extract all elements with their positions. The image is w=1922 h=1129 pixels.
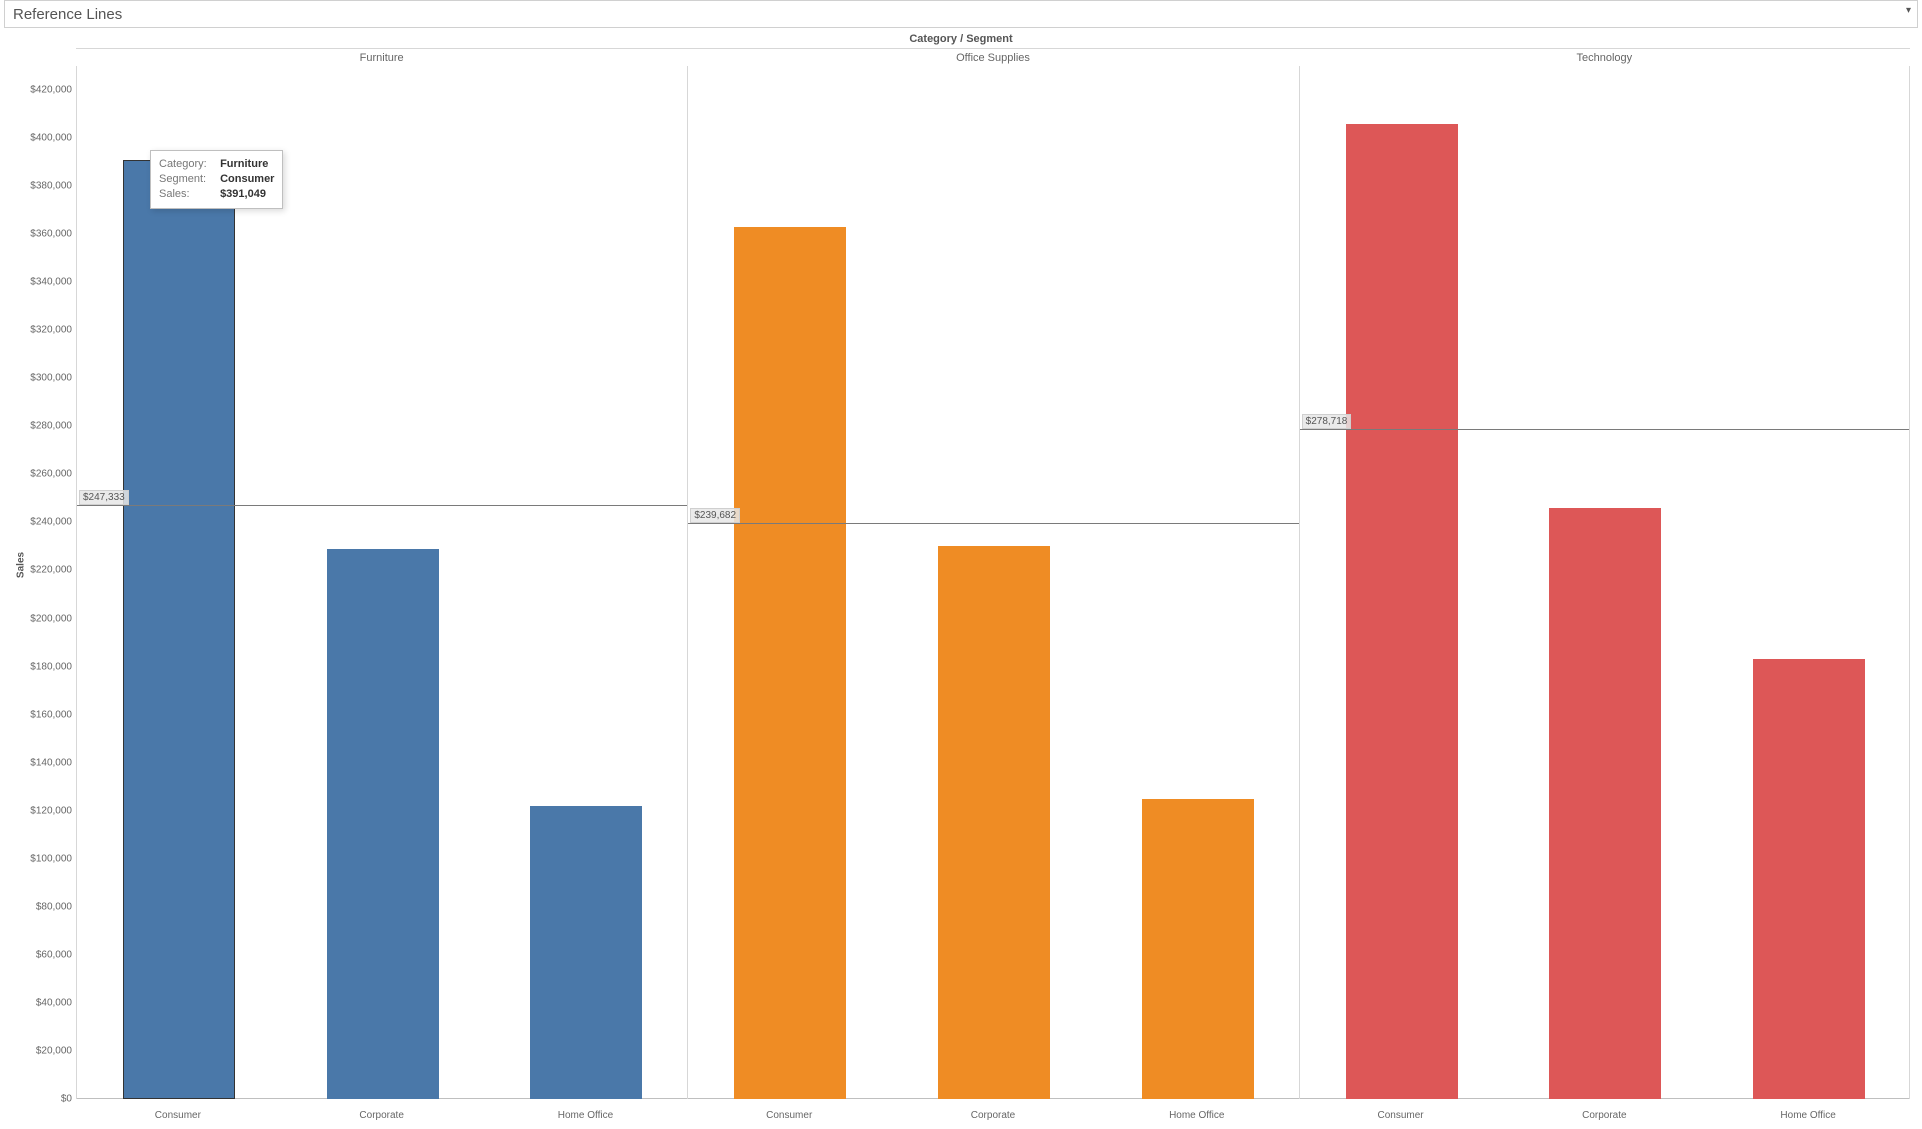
x-tick-label[interactable]: Home Office bbox=[1780, 1110, 1835, 1121]
chevron-down-icon[interactable]: ▾ bbox=[1906, 5, 1911, 16]
bar[interactable] bbox=[123, 160, 235, 1099]
sheet-title-bar[interactable]: Reference Lines ▾ bbox=[4, 0, 1918, 28]
y-tick-label: $0 bbox=[0, 1094, 72, 1105]
x-tick-label[interactable]: Consumer bbox=[766, 1110, 812, 1121]
y-tick-label: $220,000 bbox=[0, 565, 72, 576]
category-header[interactable]: Office Supplies bbox=[687, 48, 1298, 66]
y-tick-label: $240,000 bbox=[0, 517, 72, 528]
y-tick-label: $320,000 bbox=[0, 325, 72, 336]
x-tick-label[interactable]: Home Office bbox=[1169, 1110, 1224, 1121]
x-axis-labels: Consumer Corporate Home Office Consumer Corp… bbox=[76, 1103, 1910, 1121]
y-tick-label: $60,000 bbox=[0, 949, 72, 960]
y-tick-label: $380,000 bbox=[0, 181, 72, 192]
category-header-row: FurnitureOffice SuppliesTechnology bbox=[76, 48, 1910, 66]
x-tick-label[interactable]: Corporate bbox=[1582, 1110, 1626, 1121]
x-tick-label[interactable]: Corporate bbox=[359, 1110, 403, 1121]
reference-line-label: $278,718 bbox=[1302, 414, 1352, 429]
y-tick-label: $400,000 bbox=[0, 133, 72, 144]
y-tick-label: $360,000 bbox=[0, 229, 72, 240]
reference-line[interactable] bbox=[688, 523, 1298, 524]
tooltip: Category: Furniture Segment: Consumer Sa… bbox=[150, 150, 283, 209]
y-tick-label: $180,000 bbox=[0, 661, 72, 672]
x-tick-label[interactable]: Corporate bbox=[971, 1110, 1015, 1121]
y-tick-label: $20,000 bbox=[0, 1045, 72, 1056]
x-tick-label[interactable]: Home Office bbox=[558, 1110, 613, 1121]
y-tick-label: $80,000 bbox=[0, 901, 72, 912]
category-panel: $247,333 bbox=[76, 66, 687, 1099]
tooltip-segment-key: Segment: bbox=[159, 172, 217, 187]
sheet-title: Reference Lines bbox=[13, 6, 122, 23]
tooltip-category-key: Category: bbox=[159, 157, 217, 172]
y-tick-label: $40,000 bbox=[0, 997, 72, 1008]
bar[interactable] bbox=[1346, 124, 1458, 1099]
y-tick-label: $160,000 bbox=[0, 709, 72, 720]
bar[interactable] bbox=[530, 806, 642, 1099]
y-tick-label: $200,000 bbox=[0, 613, 72, 624]
category-header[interactable]: Furniture bbox=[76, 48, 687, 66]
y-tick-label: $140,000 bbox=[0, 757, 72, 768]
tooltip-sales-key: Sales: bbox=[159, 187, 217, 202]
reference-line[interactable] bbox=[77, 505, 687, 506]
y-tick-label: $260,000 bbox=[0, 469, 72, 480]
bar[interactable] bbox=[1753, 659, 1865, 1099]
reference-line-label: $247,333 bbox=[79, 490, 129, 505]
plot-area: $247,333 $239,682 $278,718 bbox=[76, 66, 1910, 1099]
bar[interactable] bbox=[327, 549, 439, 1099]
axis-title-top: Category / Segment bbox=[0, 33, 1922, 45]
y-tick-label: $340,000 bbox=[0, 277, 72, 288]
bar[interactable] bbox=[938, 546, 1050, 1099]
tooltip-segment-value: Consumer bbox=[220, 173, 274, 185]
x-tick-label[interactable]: Consumer bbox=[1377, 1110, 1423, 1121]
bar[interactable] bbox=[734, 227, 846, 1099]
y-tick-label: $300,000 bbox=[0, 373, 72, 384]
category-panel: $239,682 bbox=[687, 66, 1298, 1099]
y-tick-label: $280,000 bbox=[0, 421, 72, 432]
bar[interactable] bbox=[1549, 508, 1661, 1099]
y-tick-label: $420,000 bbox=[0, 85, 72, 96]
x-tick-label[interactable]: Consumer bbox=[155, 1110, 201, 1121]
category-header[interactable]: Technology bbox=[1299, 48, 1910, 66]
tooltip-sales-value: $391,049 bbox=[220, 188, 266, 200]
y-tick-label: $100,000 bbox=[0, 853, 72, 864]
reference-line-label: $239,682 bbox=[690, 508, 740, 523]
bar[interactable] bbox=[1142, 799, 1254, 1099]
category-panel: $278,718 bbox=[1299, 66, 1910, 1099]
y-tick-label: $120,000 bbox=[0, 805, 72, 816]
tooltip-category-value: Furniture bbox=[220, 158, 268, 170]
reference-line[interactable] bbox=[1300, 429, 1909, 430]
